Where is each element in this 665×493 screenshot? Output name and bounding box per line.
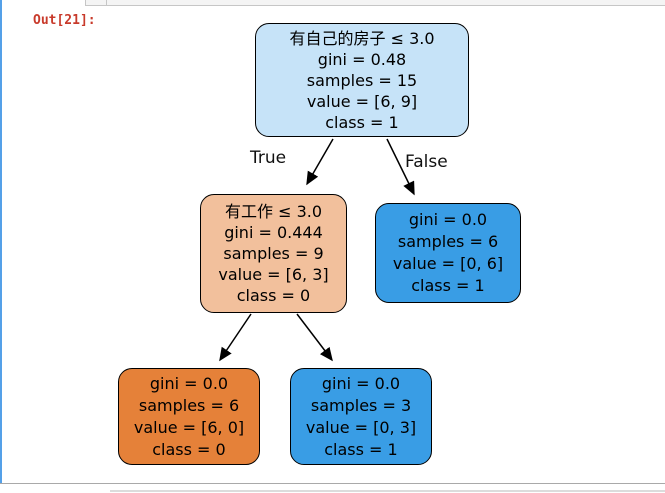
node-split-condition: 有工作 ≤ 3.0 (224, 202, 323, 221)
edge-internal-to-leaf-left (219, 313, 252, 362)
tree-node-root: 有自己的房子 ≤ 3.0 gini = 0.48 samples = 15 va… (255, 23, 469, 137)
pane-edge-divider (106, 0, 107, 5)
upper-pane-edge (85, 0, 665, 6)
node-split-condition: 有自己的房子 ≤ 3.0 (289, 28, 435, 48)
node-class: class = 0 (152, 439, 226, 459)
tree-node-leaf-true-false: gini = 0.0 samples = 3 value = [0, 3] cl… (290, 368, 432, 465)
node-class: class = 1 (324, 439, 398, 459)
node-gini: gini = 0.444 (224, 223, 323, 242)
node-class: class = 0 (236, 286, 311, 305)
node-samples: samples = 15 (306, 70, 418, 90)
node-samples: samples = 9 (223, 244, 324, 263)
node-gini: gini = 0.0 (408, 210, 488, 229)
node-value: value = [6, 0] (133, 417, 245, 437)
node-gini: gini = 0.0 (321, 373, 401, 393)
tree-node-leaf-false-branch: gini = 0.0 samples = 6 value = [0, 6] cl… (375, 203, 521, 303)
node-gini: gini = 0.48 (317, 49, 407, 69)
node-value: value = [0, 6] (392, 254, 504, 273)
next-cell-rule (110, 490, 665, 492)
node-samples: samples = 6 (397, 232, 499, 251)
node-value: value = [6, 9] (306, 91, 418, 111)
edge-label-false: False (405, 152, 448, 172)
edge-root-to-internal (306, 138, 334, 186)
edge-label-true: True (250, 148, 287, 168)
tree-node-internal: 有工作 ≤ 3.0 gini = 0.444 samples = 9 value… (200, 194, 347, 313)
node-class: class = 1 (411, 276, 485, 295)
console-left-border (0, 0, 2, 483)
node-samples: samples = 3 (310, 395, 412, 415)
node-gini: gini = 0.0 (149, 373, 229, 393)
node-class: class = 1 (325, 112, 399, 132)
node-value: value = [0, 3] (305, 417, 417, 437)
node-samples: samples = 6 (138, 395, 240, 415)
edge-internal-to-leaf-right (296, 313, 333, 362)
out-prompt-label: Out[21]: (33, 13, 96, 28)
cell-divider-line (0, 483, 665, 484)
tree-node-leaf-true-true: gini = 0.0 samples = 6 value = [6, 0] cl… (118, 368, 260, 465)
node-value: value = [6, 3] (218, 265, 329, 284)
